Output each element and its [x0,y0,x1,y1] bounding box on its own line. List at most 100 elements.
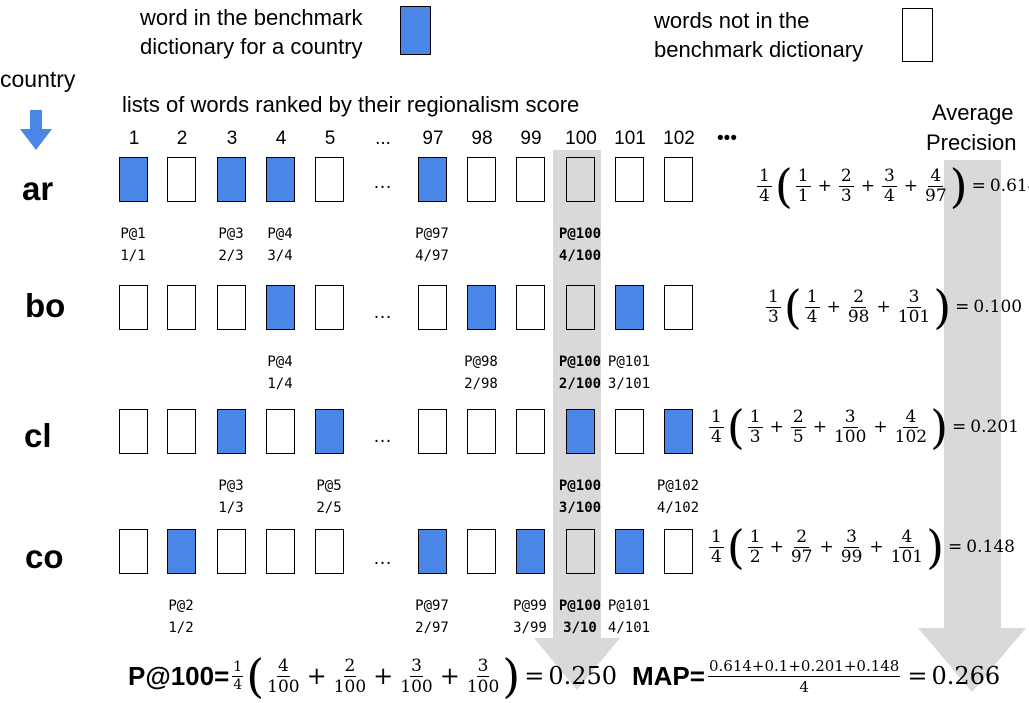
precision-label: P@98 2/98 [464,354,498,392]
word-cell [418,157,447,202]
precision-label: P@4 1/4 [267,354,293,392]
word-cell [217,529,246,574]
p100-label: P@100= [128,660,230,691]
word-cell [664,285,693,330]
rank-label: 1 [128,128,140,149]
word-cell [315,409,344,454]
word-cell [167,157,196,202]
map-formula: MAP= 0.614+0.1+0.201+0.148 4 = 0.266 [632,656,1001,696]
word-cell [119,285,148,330]
country-label: country [0,66,76,92]
precision-label: P@102 4/102 [656,478,700,516]
p100-result: 0.250 [548,662,618,690]
word-cell [566,529,595,574]
legend-blue-square [400,6,431,55]
word-cell [119,157,148,202]
word-cell [266,409,295,454]
legend-in-dict-line1: word in the benchmark [140,5,363,30]
word-cell [266,157,295,202]
lists-label: lists of words ranked by their regionali… [122,92,580,117]
word-cell [615,529,644,574]
rank-label: 97 [422,128,444,149]
word-cell [217,157,246,202]
word-cell [119,409,148,454]
precision-label: P@5 2/5 [316,478,342,516]
country-code: ar [22,170,54,207]
word-cell [266,285,295,330]
precision-label: P@100 3/100 [558,478,602,516]
word-cell [664,529,693,574]
country-code: co [25,538,64,575]
p100-term: 3 100 [466,655,500,697]
map-result: 0.266 [931,662,1001,690]
word-cell [516,285,545,330]
ap-result: 0.201 [970,417,1019,437]
map-label: MAP= [632,660,705,691]
word-cell [467,529,496,574]
legend-in-dict-line2: dictionary for a country [140,34,363,59]
word-cell [516,409,545,454]
precision-label: P@101 3/101 [607,354,651,392]
precision-label: P@100 2/100 [558,354,602,392]
precision-label: P@4 3/4 [267,226,293,264]
ap-formula: 1 3(1 4 +2 98 +3 101) = 0.100 [766,280,1023,334]
rank-label: ... [375,128,391,149]
ap-label-line2: Precision [926,130,1017,155]
precision-label: P@3 1/3 [218,478,244,516]
legend-white-square [902,8,933,62]
rank-label: 101 [614,128,646,149]
word-cell [315,285,344,330]
precision-label: P@100 4/100 [558,226,602,264]
word-cell [566,409,595,454]
word-cell [167,409,196,454]
country-code: cl [24,417,52,454]
word-cell [566,157,595,202]
ap-formula: 1 4(1 2 +2 97 +3 99 +4 101) = 0.148 [709,520,1015,574]
rank-label: 98 [471,128,493,149]
rank-label: 4 [275,128,287,149]
precision-label: P@97 4/97 [415,226,449,264]
precision-label: P@1 1/1 [120,226,146,264]
ap-formula: 14(11+23+34+497)=0.614 [754,163,1029,209]
p100-term: 2 100 [333,655,367,697]
rank-label: 3 [226,128,238,149]
word-cell [467,409,496,454]
rank-label: 99 [520,128,542,149]
word-cell [516,157,545,202]
legend-not-in-dict-line2: benchmark dictionary [654,37,864,62]
row-ellipsis: … [373,302,392,323]
country-code: bo [25,287,66,324]
word-cell [167,285,196,330]
precision-label: P@97 2/97 [415,598,449,636]
word-cell [266,529,295,574]
p100-term: 4 100 [267,655,300,697]
word-cell [217,409,246,454]
rank-label: 100 [565,128,597,149]
word-cell [664,157,693,202]
precision-label: P@2 1/2 [168,598,194,636]
word-cell [418,529,447,574]
word-cell [615,409,644,454]
word-cell [315,529,344,574]
rank-label: 2 [176,128,188,149]
word-cell [418,285,447,330]
word-cell [119,529,148,574]
ap-result: 0.100 [973,297,1023,317]
precision-label: P@3 2/3 [218,226,244,264]
precision-label: P@99 3/99 [513,598,547,636]
rank-label: 102 [663,128,695,149]
rank-label: ••• [717,128,737,149]
row-ellipsis: … [373,426,392,447]
word-cell [167,529,196,574]
ap-result: 0.148 [966,537,1015,557]
word-cell [315,157,344,202]
word-cell [467,157,496,202]
precision-label: P@101 4/101 [607,598,651,636]
precision-label: P@100 3/10 [558,598,602,636]
word-cell [516,529,545,574]
word-cell [664,409,693,454]
row-ellipsis: … [373,172,392,193]
word-cell [566,285,595,330]
